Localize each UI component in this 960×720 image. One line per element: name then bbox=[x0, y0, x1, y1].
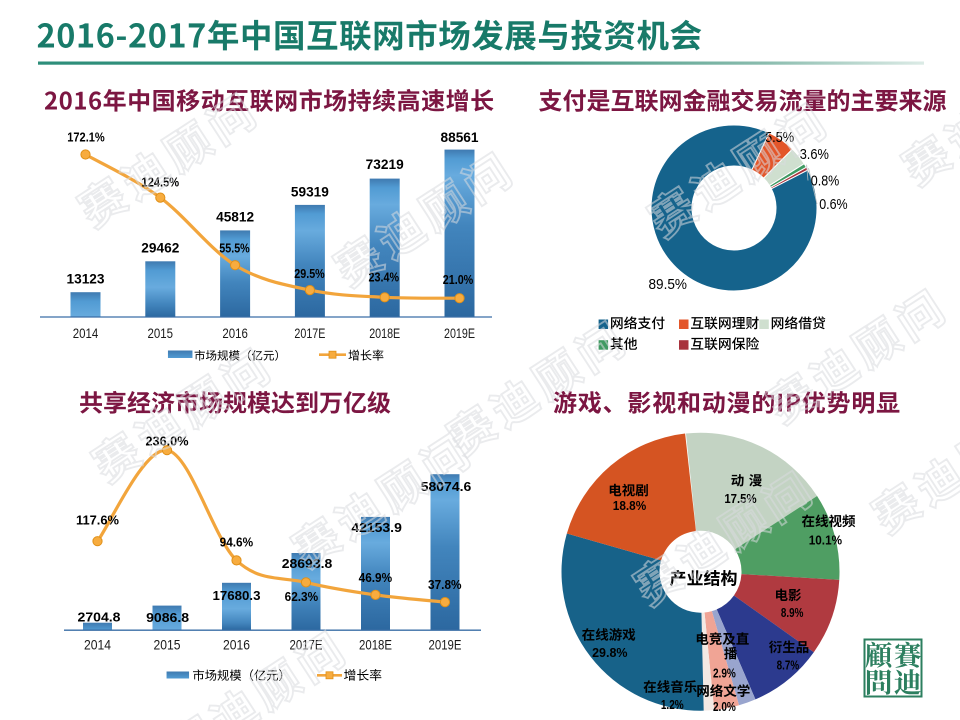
svg-text:117.6%: 117.6% bbox=[76, 512, 119, 527]
svg-text:55.5%: 55.5% bbox=[219, 240, 250, 255]
svg-text:59319: 59319 bbox=[291, 184, 329, 199]
svg-text:28693.8: 28693.8 bbox=[282, 556, 333, 571]
svg-text:2.0%: 2.0% bbox=[713, 699, 736, 714]
svg-text:8.7%: 8.7% bbox=[777, 657, 800, 672]
svg-text:89.5%: 89.5% bbox=[649, 276, 688, 293]
svg-text:2015: 2015 bbox=[148, 326, 174, 341]
svg-text:8.9%: 8.9% bbox=[781, 605, 804, 620]
svg-text:29.5%: 29.5% bbox=[294, 266, 325, 281]
svg-text:2015: 2015 bbox=[154, 637, 181, 653]
svg-text:2017E: 2017E bbox=[294, 326, 325, 341]
svg-text:17680.3: 17680.3 bbox=[213, 588, 261, 603]
svg-text:2016: 2016 bbox=[223, 637, 250, 653]
svg-text:18.8%: 18.8% bbox=[613, 498, 647, 513]
svg-text:0.6%: 0.6% bbox=[819, 196, 847, 213]
svg-text:0.8%: 0.8% bbox=[811, 172, 840, 189]
svg-text:29462: 29462 bbox=[141, 240, 179, 255]
svg-text:172.1%: 172.1% bbox=[67, 129, 105, 144]
svg-text:2019E: 2019E bbox=[444, 326, 475, 341]
svg-text:45812: 45812 bbox=[216, 210, 254, 225]
svg-text:13123: 13123 bbox=[67, 272, 105, 287]
svg-text:73219: 73219 bbox=[366, 157, 404, 172]
svg-text:2.9%: 2.9% bbox=[713, 666, 736, 681]
svg-text:2014: 2014 bbox=[84, 637, 111, 653]
svg-text:29.8%: 29.8% bbox=[592, 645, 628, 660]
svg-text:3.6%: 3.6% bbox=[800, 146, 829, 163]
svg-text:2019E: 2019E bbox=[429, 637, 462, 653]
svg-text:2018E: 2018E bbox=[359, 637, 392, 653]
svg-text:2016: 2016 bbox=[222, 326, 248, 341]
svg-text:46.9%: 46.9% bbox=[359, 570, 393, 585]
svg-text:2704.8: 2704.8 bbox=[78, 609, 121, 624]
svg-text:9086.8: 9086.8 bbox=[146, 610, 189, 625]
svg-text:37.8%: 37.8% bbox=[428, 577, 462, 592]
svg-text:62.3%: 62.3% bbox=[285, 589, 319, 604]
svg-text:94.6%: 94.6% bbox=[220, 534, 254, 549]
svg-text:23.4%: 23.4% bbox=[369, 270, 400, 285]
svg-text:2014: 2014 bbox=[73, 326, 99, 341]
svg-text:2018E: 2018E bbox=[369, 326, 400, 341]
svg-text:88561: 88561 bbox=[441, 130, 479, 145]
svg-text:1.2%: 1.2% bbox=[661, 697, 684, 712]
svg-text:10.1%: 10.1% bbox=[809, 533, 843, 548]
svg-text:58074.6: 58074.6 bbox=[421, 479, 472, 494]
svg-text:21.0%: 21.0% bbox=[443, 272, 474, 287]
